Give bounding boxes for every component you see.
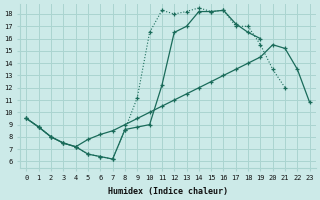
X-axis label: Humidex (Indice chaleur): Humidex (Indice chaleur) xyxy=(108,187,228,196)
